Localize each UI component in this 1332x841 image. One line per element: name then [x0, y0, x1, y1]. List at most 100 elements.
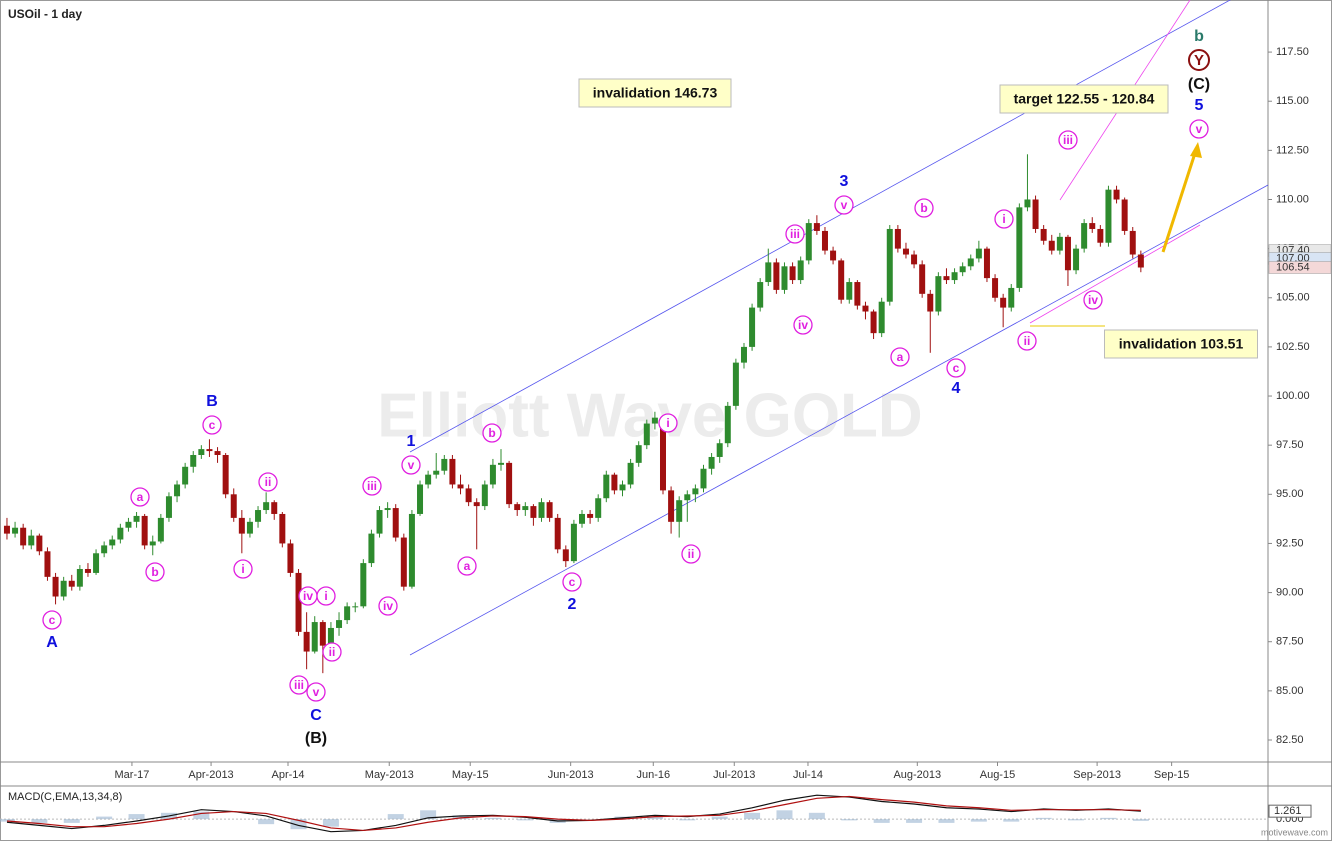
wave-label: v: [841, 198, 848, 212]
candle-body: [668, 490, 675, 522]
y-tick-label: 97.50: [1276, 439, 1304, 451]
candle-body: [214, 451, 221, 455]
wave-label: c: [209, 418, 216, 432]
wave-circle: [289, 675, 309, 695]
macd-histogram: [679, 819, 696, 821]
candle-body: [279, 513, 286, 544]
macd-histogram: [193, 811, 210, 820]
annotation-box: [999, 84, 1169, 114]
macd-label: MACD(C,EMA,13,34,8): [8, 791, 122, 803]
candle-body: [327, 627, 334, 646]
candle-body: [975, 248, 982, 259]
candle-body: [943, 276, 950, 281]
candle-body: [303, 631, 310, 652]
candle-body: [530, 506, 537, 518]
wave-circle: [681, 544, 701, 564]
candle-body: [781, 266, 788, 290]
wave-circle: [322, 642, 342, 662]
candle-body: [676, 500, 683, 522]
wave-label: C: [310, 707, 322, 724]
wave-circle: [362, 476, 382, 496]
candle-body: [473, 502, 480, 507]
wave-circle: [401, 455, 421, 475]
wave-circle: [834, 195, 854, 215]
candle-body: [805, 223, 812, 261]
wave-label: iv: [303, 589, 313, 603]
macd-value-marker: [1268, 804, 1312, 818]
candle-body: [392, 508, 399, 538]
candle-body: [368, 533, 375, 564]
wave-label: iv: [798, 318, 808, 332]
candle-body: [967, 258, 974, 267]
candle-body: [125, 521, 132, 528]
wave-circle: [994, 209, 1014, 229]
macd-histogram: [744, 812, 761, 820]
candle-body: [263, 502, 270, 511]
candle-body: [692, 488, 699, 495]
candle-body: [789, 266, 796, 281]
candle-body: [457, 484, 464, 489]
candle-body: [60, 580, 67, 597]
x-tick-label: Aug-2013: [893, 769, 941, 781]
candle-body: [724, 405, 731, 444]
x-tick-label: Sep-2013: [1073, 769, 1121, 781]
y-tick-label: 112.50: [1276, 144, 1309, 156]
wave-circle: [258, 472, 278, 492]
candle-body: [287, 543, 294, 573]
wave-label: b: [1194, 28, 1204, 45]
wave-circle: [316, 586, 336, 606]
wave-label: v: [313, 685, 320, 699]
candle-body: [716, 443, 723, 457]
candle-body: [643, 423, 650, 446]
macd-histogram: [258, 819, 275, 825]
wave-label: c: [569, 575, 576, 589]
candle-body: [20, 527, 27, 546]
candle-body: [522, 506, 529, 511]
candle-body: [76, 568, 83, 587]
price-marker-label: 106.54: [1276, 261, 1310, 273]
candle-body: [732, 362, 739, 406]
candle-body: [376, 510, 383, 534]
candle-body: [506, 462, 513, 505]
macd-histogram: [31, 819, 48, 823]
chart-title: USOil - 1 day: [8, 7, 82, 21]
candle-body: [992, 278, 999, 298]
candle-body: [611, 474, 618, 491]
candle-body: [651, 417, 658, 424]
wave-circle: [233, 559, 253, 579]
arrow: [1161, 149, 1198, 253]
macd-histogram: [128, 814, 145, 820]
wave-label: v: [408, 458, 415, 472]
candle-body: [190, 454, 197, 467]
candle-body: [797, 260, 804, 281]
y-tick-label: 87.50: [1276, 636, 1304, 648]
watermark: Elliott Wave GOLD: [377, 381, 922, 450]
candle-body: [1024, 199, 1031, 208]
wave-circle: [1083, 290, 1103, 310]
annotation-box: [578, 78, 732, 108]
candle-body: [1089, 223, 1096, 229]
wave-label: 4: [952, 380, 961, 397]
macd-histogram: [1132, 819, 1149, 821]
x-tick-label: May-15: [452, 769, 489, 781]
wave-label: iii: [367, 479, 377, 493]
candle-body: [1081, 223, 1088, 249]
candle-body: [854, 282, 861, 306]
candle-body: [919, 264, 926, 294]
wave-label: c: [49, 613, 56, 627]
wave-circle: [1017, 331, 1037, 351]
candle-body: [336, 620, 343, 628]
annotation-box: [1104, 329, 1258, 359]
trend-line: [1029, 224, 1201, 324]
candle-body: [740, 346, 747, 363]
wave-label: i: [241, 562, 244, 576]
wave-label: b: [488, 426, 495, 440]
wave-label: iii: [294, 678, 304, 692]
y-tick-label: 115.00: [1276, 95, 1309, 107]
macd-histogram: [63, 819, 80, 823]
candle-body: [838, 260, 845, 300]
candle-body: [149, 541, 156, 546]
candle-body: [117, 527, 124, 540]
candle-body: [1097, 228, 1104, 243]
